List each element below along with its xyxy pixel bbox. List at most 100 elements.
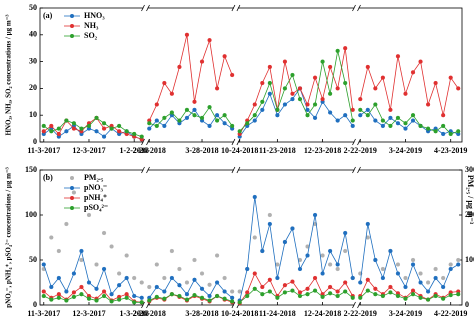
data-point	[199, 115, 205, 120]
data-point	[328, 262, 333, 267]
data-point	[425, 126, 431, 131]
data-point	[441, 113, 446, 118]
data-point	[230, 123, 235, 129]
y2-tick-label: 100	[465, 255, 474, 264]
data-point	[230, 72, 235, 78]
data-point	[64, 289, 69, 294]
data-point	[380, 266, 385, 272]
y2-tick-label: 300	[465, 165, 474, 174]
data-point	[456, 262, 461, 267]
data-point	[192, 277, 197, 282]
data-point	[101, 134, 107, 139]
data-point	[335, 289, 340, 294]
x-tick-label: 2-22-2019	[344, 146, 377, 155]
data-point	[49, 235, 54, 240]
data-point	[456, 129, 461, 134]
data-point	[282, 290, 288, 295]
data-point	[41, 289, 46, 294]
data-point	[86, 280, 92, 285]
data-point	[380, 275, 385, 281]
data-point	[433, 266, 438, 272]
y-tick-label: 10	[29, 110, 37, 119]
axis-break	[231, 138, 236, 146]
data-point	[267, 80, 272, 86]
data-point	[184, 292, 190, 297]
data-point	[350, 118, 355, 123]
x-tick-label: 12-23-2018	[304, 146, 341, 155]
data-point	[343, 80, 348, 86]
data-point	[177, 266, 182, 272]
x-tick-label: 12-3-2017	[72, 146, 105, 155]
data-point	[335, 118, 340, 123]
axis-break	[357, 301, 361, 309]
data-point	[312, 288, 318, 293]
data-point	[252, 235, 257, 240]
data-point	[320, 97, 325, 102]
data-point	[177, 283, 182, 288]
data-point	[162, 296, 167, 301]
x-tick-label: 11-24-2018	[259, 309, 296, 318]
data-point	[350, 123, 355, 129]
axis-break	[357, 138, 361, 146]
data-point	[410, 113, 416, 118]
legend-label: PM₂.₅	[84, 173, 104, 182]
data-point	[380, 118, 385, 123]
legend-marker	[70, 14, 74, 18]
series-line	[239, 87, 354, 137]
data-point	[395, 293, 401, 299]
y-axis-label: pNO₃⁻, pNH₄⁺, pSO₄²⁻ concentrations / μg…	[5, 167, 13, 307]
data-point	[305, 292, 310, 297]
data-point	[101, 121, 107, 126]
data-point	[169, 275, 174, 281]
axis-break	[231, 166, 236, 174]
data-point	[169, 292, 174, 297]
data-point	[169, 248, 174, 254]
data-point	[214, 118, 220, 123]
data-point	[365, 288, 370, 293]
x-tick-label: 1-3-2018	[120, 309, 149, 318]
data-point	[207, 293, 212, 299]
data-point	[177, 293, 182, 299]
data-point	[49, 297, 54, 302]
data-point	[49, 123, 54, 129]
data-point	[305, 253, 310, 258]
data-point	[237, 300, 242, 305]
data-point	[297, 97, 303, 102]
data-point	[441, 131, 446, 137]
data-point	[222, 275, 227, 281]
data-point	[290, 279, 295, 284]
data-point	[169, 91, 174, 96]
data-point	[365, 64, 370, 70]
data-point	[162, 80, 167, 86]
data-point	[79, 126, 84, 131]
axis-break	[352, 138, 356, 146]
data-point	[425, 102, 431, 107]
data-point	[388, 115, 393, 120]
data-point	[245, 121, 250, 126]
legend-marker	[70, 186, 74, 190]
axis-break-gap	[354, 304, 359, 306]
data-point	[328, 284, 333, 290]
data-point	[222, 296, 227, 301]
data-point	[433, 275, 438, 281]
plot-frame	[39, 7, 463, 143]
y-tick-label: 40	[29, 30, 37, 39]
data-point	[403, 284, 408, 290]
data-point	[222, 121, 227, 126]
axis-break	[146, 138, 150, 146]
data-point	[86, 296, 92, 301]
legend-label: HNO₃	[84, 11, 105, 20]
data-point	[154, 102, 159, 107]
data-point	[373, 257, 378, 263]
data-point	[335, 262, 340, 267]
data-point	[132, 131, 137, 137]
data-point	[267, 221, 272, 227]
data-point	[64, 118, 69, 123]
data-point	[94, 262, 99, 267]
data-point	[267, 289, 272, 294]
data-point	[245, 266, 250, 272]
axis-break	[236, 4, 241, 12]
y-tick-label: 0	[33, 300, 37, 309]
data-point	[192, 99, 197, 104]
series-line	[239, 196, 354, 301]
